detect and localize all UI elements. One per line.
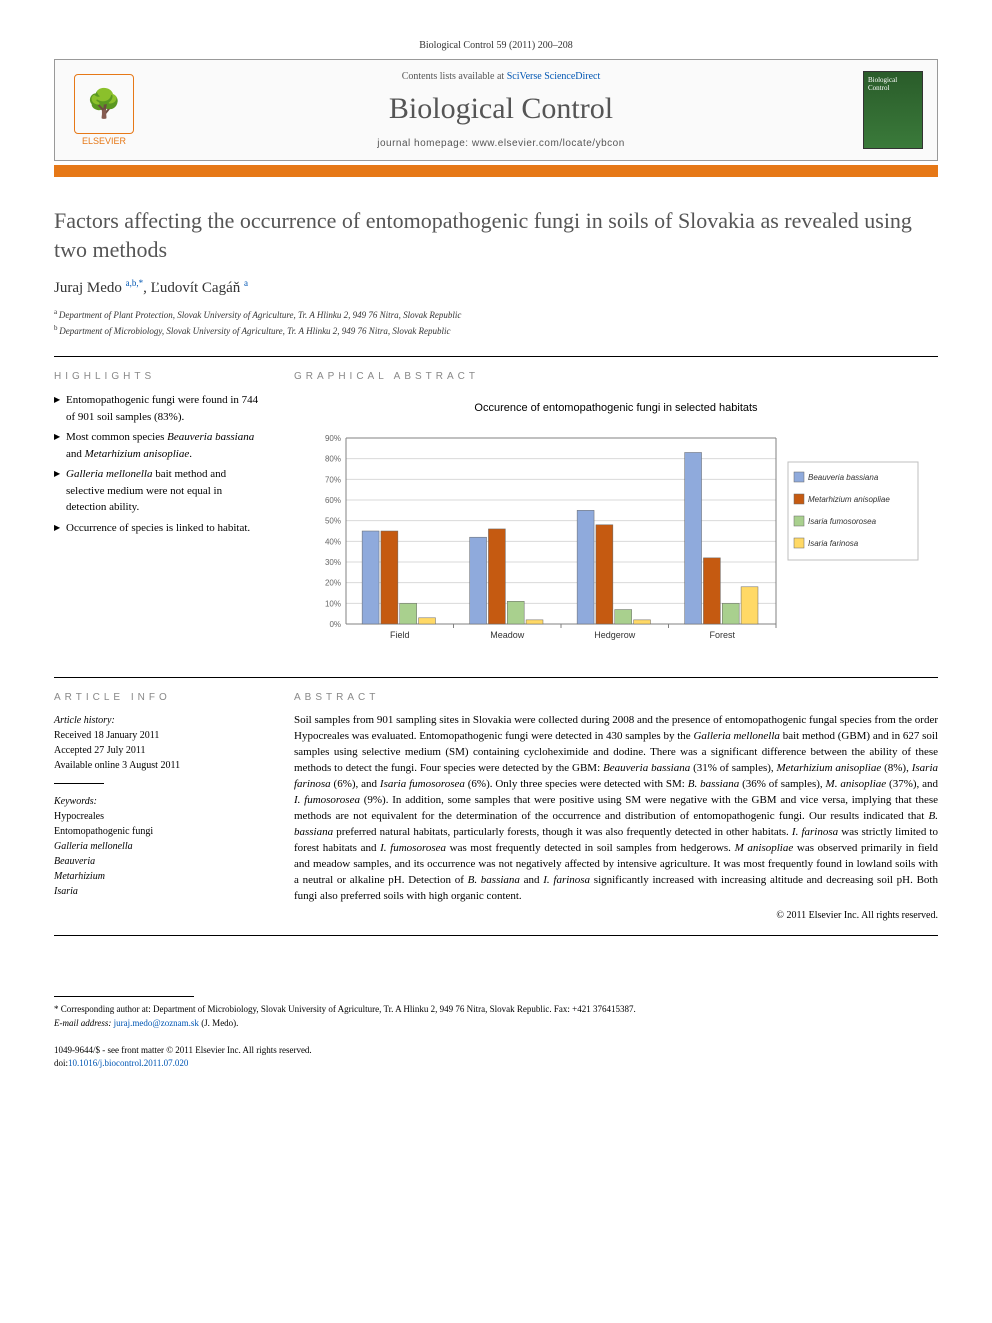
- orange-divider-bar: [54, 165, 938, 177]
- copyright-line: © 2011 Elsevier Inc. All rights reserved…: [294, 910, 938, 921]
- article-title: Factors affecting the occurrence of ento…: [54, 207, 938, 264]
- keyword: Entomopathogenic fungi: [54, 824, 264, 839]
- svg-text:Isaria fumosorosea: Isaria fumosorosea: [808, 517, 877, 526]
- sciencedirect-link[interactable]: SciVerse ScienceDirect: [507, 71, 601, 82]
- highlight-item: Entomopathogenic fungi were found in 744…: [54, 392, 264, 425]
- author-email-link[interactable]: juraj.medo@zoznam.sk: [114, 1018, 199, 1028]
- online-date: Available online 3 August 2011: [54, 758, 264, 773]
- divider: [54, 783, 104, 784]
- contents-prefix: Contents lists available at: [402, 71, 507, 82]
- journal-cover-thumbnail: Biological Control: [863, 71, 923, 149]
- cover-label: Biological Control: [868, 76, 918, 92]
- keywords-block: Keywords: HypocrealesEntomopathogenic fu…: [54, 794, 264, 899]
- affiliation: b Department of Microbiology, Slovak Uni…: [54, 323, 938, 339]
- highlights-list: Entomopathogenic fungi were found in 744…: [54, 392, 264, 536]
- keyword: Galleria mellonella: [54, 839, 264, 854]
- journal-homepage: journal homepage: www.elsevier.com/locat…: [153, 138, 849, 149]
- svg-text:0%: 0%: [329, 620, 341, 629]
- footnote-text: Corresponding author at: Department of M…: [61, 1004, 636, 1014]
- accepted-date: Accepted 27 July 2011: [54, 743, 264, 758]
- svg-text:70%: 70%: [325, 476, 341, 485]
- author: Ľudovít Cagáň a: [151, 280, 248, 296]
- svg-text:Forest: Forest: [709, 630, 735, 640]
- bottom-issn-doi: 1049-9644/$ - see front matter © 2011 El…: [54, 1044, 938, 1069]
- keyword: Hypocreales: [54, 809, 264, 824]
- article-info-heading: ARTICLE INFO: [54, 692, 264, 703]
- issn-line: 1049-9644/$ - see front matter © 2011 El…: [54, 1044, 938, 1057]
- svg-text:60%: 60%: [325, 496, 341, 505]
- footnote-marker: *: [54, 1004, 59, 1014]
- highlights-heading: HIGHLIGHTS: [54, 371, 264, 382]
- article-history-label: Article history:: [54, 713, 264, 728]
- journal-title: Biological Control: [153, 92, 849, 126]
- svg-text:20%: 20%: [325, 579, 341, 588]
- elsevier-label: ELSEVIER: [82, 136, 126, 146]
- author: Juraj Medo a,b,*: [54, 280, 143, 296]
- journal-reference: Biological Control 59 (2011) 200–208: [54, 40, 938, 51]
- divider: [54, 677, 938, 678]
- journal-header: 🌳 ELSEVIER Contents lists available at S…: [54, 59, 938, 161]
- svg-text:Hedgerow: Hedgerow: [594, 630, 636, 640]
- svg-text:Meadow: Meadow: [490, 630, 525, 640]
- keyword: Isaria: [54, 884, 264, 899]
- chart-container: Occurence of entomopathogenic fungi in s…: [294, 392, 938, 663]
- svg-text:30%: 30%: [325, 558, 341, 567]
- graphical-abstract-heading: GRAPHICAL ABSTRACT: [294, 371, 938, 382]
- svg-text:10%: 10%: [325, 600, 341, 609]
- svg-text:Beauveria bassiana: Beauveria bassiana: [808, 473, 879, 482]
- keyword: Metarhizium: [54, 869, 264, 884]
- svg-text:50%: 50%: [325, 517, 341, 526]
- homepage-url[interactable]: www.elsevier.com/locate/ybcon: [472, 138, 625, 149]
- keywords-label: Keywords:: [54, 794, 264, 809]
- highlight-item: Occurrence of species is linked to habit…: [54, 520, 264, 537]
- keyword: Beauveria: [54, 854, 264, 869]
- highlight-item: Galleria mellonella bait method and sele…: [54, 466, 264, 516]
- svg-text:90%: 90%: [325, 434, 341, 443]
- svg-text:Field: Field: [390, 630, 410, 640]
- author-sup: a,b,*: [126, 278, 144, 288]
- bar-chart: 0% 10% 20% 30% 40% 50% 60% 70% 80% 90% Field Meadow…: [304, 428, 928, 648]
- homepage-prefix: journal homepage:: [377, 138, 472, 149]
- doi-label: doi:: [54, 1058, 68, 1068]
- email-suffix: (J. Medo).: [201, 1018, 238, 1028]
- doi-link[interactable]: 10.1016/j.biocontrol.2011.07.020: [68, 1058, 188, 1068]
- article-info: Article history: Received 18 January 201…: [54, 713, 264, 773]
- highlight-item: Most common species Beauveria bassiana a…: [54, 429, 264, 462]
- footnote-separator: [54, 996, 194, 997]
- svg-text:Isaria farinosa: Isaria farinosa: [808, 539, 859, 548]
- abstract-heading: ABSTRACT: [294, 692, 938, 703]
- affiliations: a Department of Plant Protection, Slovak…: [54, 307, 938, 338]
- svg-text:Metarhizium anisopliae: Metarhizium anisopliae: [808, 495, 890, 504]
- chart-title: Occurence of entomopathogenic fungi in s…: [304, 402, 928, 414]
- authors-line: Juraj Medo a,b,*, Ľudovít Cagáň a: [54, 278, 938, 297]
- received-date: Received 18 January 2011: [54, 728, 264, 743]
- elsevier-logo: 🌳 ELSEVIER: [69, 70, 139, 150]
- author-sup: a: [244, 278, 248, 288]
- elsevier-tree-icon: 🌳: [74, 74, 134, 134]
- abstract-text: Soil samples from 901 sampling sites in …: [294, 713, 938, 904]
- email-label: E-mail address:: [54, 1018, 111, 1028]
- affiliation: a Department of Plant Protection, Slovak…: [54, 307, 938, 323]
- contents-list-line: Contents lists available at SciVerse Sci…: [153, 71, 849, 82]
- svg-text:40%: 40%: [325, 538, 341, 547]
- divider: [54, 356, 938, 357]
- svg-text:80%: 80%: [325, 455, 341, 464]
- divider: [54, 935, 938, 936]
- corresponding-author-footnote: * Corresponding author at: Department of…: [54, 1003, 938, 1030]
